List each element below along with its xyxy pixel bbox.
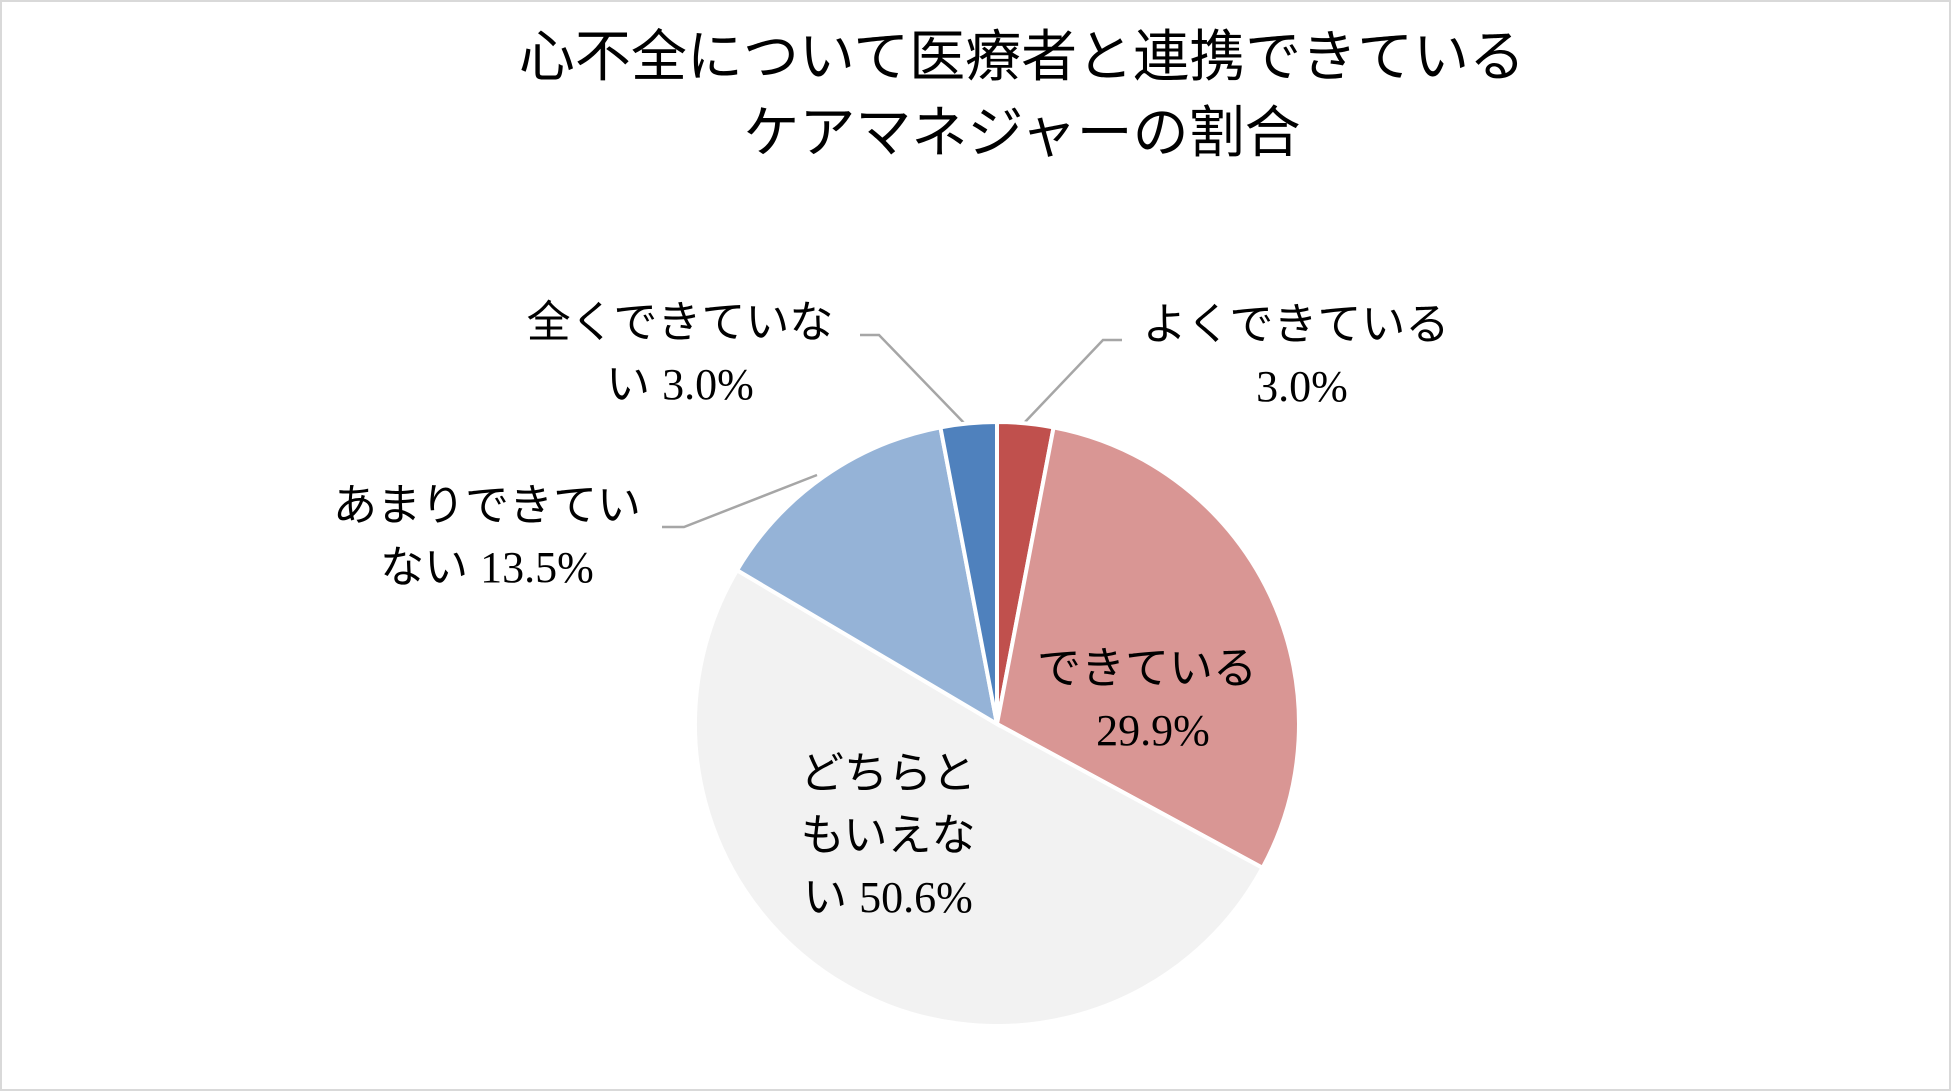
- chart-title: 心不全について医療者と連携できている ケアマネジャーの割合: [518, 27, 1526, 165]
- data-label: あまりできていない 13.5%: [322, 475, 652, 599]
- pie-slice: [994, 425, 1301, 871]
- pie-slice: [692, 567, 1266, 1029]
- data-label: 全くできていない 3.0%: [515, 292, 845, 416]
- category-label: できている: [1037, 644, 1257, 693]
- data-label: どちらともいえない 50.6%: [793, 743, 983, 929]
- leader-line: [1024, 338, 1122, 423]
- value-label: 3.0%: [1256, 362, 1348, 411]
- value-label: 50.6%: [859, 873, 973, 922]
- leader-line: [662, 473, 818, 529]
- leader-line: [860, 333, 967, 426]
- data-label: できている 29.9%: [1027, 638, 1267, 762]
- pie-slice: [938, 419, 999, 725]
- category-label: どちらともいえない: [800, 749, 976, 922]
- value-label: 13.5%: [480, 543, 594, 592]
- value-label: 3.0%: [662, 360, 754, 409]
- category-label: よくできている: [1142, 300, 1450, 349]
- pie-slice: [734, 425, 1000, 728]
- category-label: あまりできていない: [333, 481, 641, 592]
- value-label: 29.9%: [1096, 706, 1210, 755]
- category-label: 全くできていない: [526, 298, 834, 409]
- data-label: よくできている 3.0%: [1126, 294, 1466, 418]
